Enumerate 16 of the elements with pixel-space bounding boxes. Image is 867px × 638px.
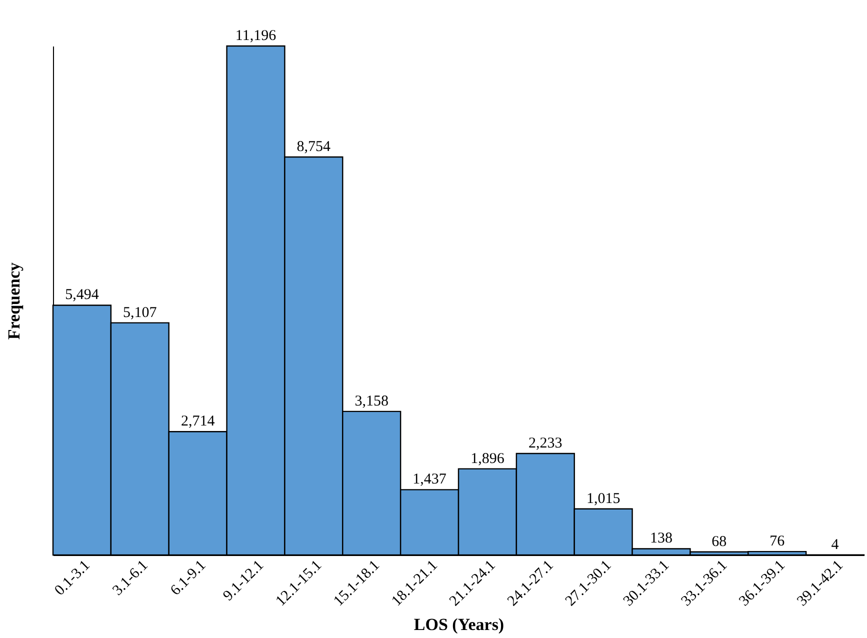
data-label: 68 [712,534,727,550]
data-label: 11,196 [235,28,277,44]
data-label: 8,754 [296,139,332,156]
data-label: 1,437 [412,472,447,488]
x-axis-title: LOS (Years) [414,614,504,634]
data-label: 5,494 [65,287,100,304]
data-label: 2,714 [180,414,216,430]
data-label: 76 [770,534,786,550]
data-label: 4 [831,536,840,553]
data-label: 138 [650,530,672,547]
data-label: 5,107 [123,304,158,321]
data-label: 1,015 [586,490,620,507]
data-label: 2,233 [528,435,562,452]
data-label: 3,158 [354,393,388,410]
y-axis-title: Frequency [4,262,24,340]
data-label: 1,896 [470,450,505,467]
